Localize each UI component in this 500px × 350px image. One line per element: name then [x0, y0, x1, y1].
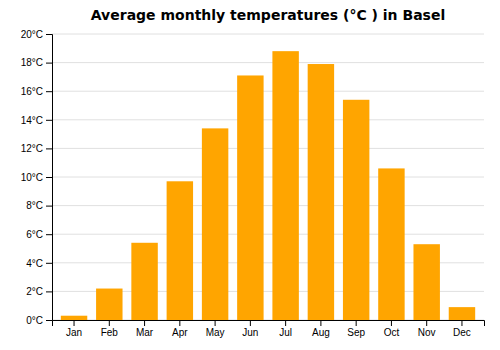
tick-mark	[46, 234, 52, 235]
tick-mark	[391, 320, 392, 326]
bar	[272, 51, 298, 320]
x-tick: Dec	[453, 320, 471, 338]
tick-label: Jan	[66, 327, 82, 338]
tick-mark	[356, 320, 357, 326]
tick-label: 8°C	[26, 200, 43, 211]
y-tick: 2°C	[26, 286, 52, 297]
y-tick: 12°C	[21, 143, 52, 154]
x-tick: Jan	[66, 320, 82, 338]
y-axis: 0°C 2°C 4°C 6°C 8°C 10°C 12°C 14°C 16°C 18°C 20°C	[21, 29, 53, 326]
tick-label: 0°C	[26, 315, 43, 326]
y-tick: 18°C	[21, 57, 52, 68]
tick-label: Feb	[101, 327, 119, 338]
x-tick: Sep	[347, 320, 365, 338]
grid-line	[52, 34, 484, 35]
tick-mark	[179, 320, 180, 326]
grid	[52, 34, 484, 320]
y-tick: 4°C	[26, 258, 52, 269]
y-tick: 8°C	[26, 200, 52, 211]
tick-label: Sep	[347, 327, 365, 338]
bar	[449, 307, 475, 320]
grid-line	[52, 234, 484, 235]
tick-label: 14°C	[21, 115, 43, 126]
tick-label: Mar	[136, 327, 154, 338]
tick-mark	[426, 320, 427, 326]
y-tick: 0°C	[26, 315, 52, 326]
y-tick: 20°C	[21, 29, 52, 40]
tick-mark	[46, 320, 52, 321]
axis-line	[46, 35, 53, 321]
x-tick: Jul	[279, 320, 292, 338]
tick-label: 12°C	[21, 143, 43, 154]
tick-label: Nov	[418, 327, 436, 338]
tick-label: 16°C	[21, 86, 43, 97]
tick-label: 4°C	[26, 258, 43, 269]
x-axis: Jan Feb Mar Apr May Jun Jul Aug Sep Oct Nov Dec	[53, 320, 485, 338]
y-tick: 14°C	[21, 115, 52, 126]
bar	[378, 168, 404, 320]
bar	[167, 181, 193, 320]
tick-label: Jun	[242, 327, 258, 338]
x-tick: Aug	[312, 320, 330, 338]
tick-mark	[46, 120, 52, 121]
tick-mark	[109, 320, 110, 326]
x-tick: Oct	[384, 320, 400, 338]
tick-mark	[46, 291, 52, 292]
tick-label: May	[206, 327, 225, 338]
tick-label: 2°C	[26, 286, 43, 297]
tick-label: Apr	[172, 327, 188, 338]
x-tick: Nov	[418, 320, 436, 338]
title: Average monthly temperatures (°C ) in Ba…	[91, 7, 445, 23]
tick-label: Dec	[453, 327, 471, 338]
tick-label: 18°C	[21, 57, 43, 68]
y-tick: 10°C	[21, 172, 52, 183]
tick-mark	[46, 263, 52, 264]
axis-line	[53, 321, 485, 327]
tick-mark	[46, 177, 52, 178]
bar	[237, 75, 263, 320]
grid-line	[52, 62, 484, 63]
bar	[413, 244, 439, 320]
x-tick: Feb	[101, 320, 119, 338]
grid-line	[52, 148, 484, 149]
bar	[308, 64, 334, 320]
x-tick: Mar	[136, 320, 154, 338]
tick-mark	[46, 148, 52, 149]
tick-mark	[46, 34, 52, 35]
tick-mark	[250, 320, 251, 326]
bars	[61, 51, 475, 320]
y-tick: 16°C	[21, 86, 52, 97]
bar	[61, 316, 87, 320]
tick-label: Aug	[312, 327, 330, 338]
tick-mark	[320, 320, 321, 326]
grid-line	[52, 91, 484, 92]
bar	[343, 100, 369, 320]
grid-line	[52, 177, 484, 178]
tick-label: Jul	[279, 327, 292, 338]
tick-label: 20°C	[21, 29, 43, 40]
tick-label: 10°C	[21, 172, 43, 183]
tick-mark	[46, 63, 52, 64]
grid-line	[52, 119, 484, 120]
tick-mark	[46, 91, 52, 92]
grid-line	[52, 205, 484, 206]
tick-mark	[461, 320, 462, 326]
x-tick: Jun	[242, 320, 258, 338]
bar	[96, 289, 122, 320]
tick-mark	[74, 320, 75, 326]
tick-label: Oct	[384, 327, 400, 338]
y-tick: 6°C	[26, 229, 52, 240]
plot: Jan Feb Mar Apr May Jun Jul Aug Sep Oct Nov Dec 0°C 2…	[21, 29, 485, 338]
x-tick: May	[206, 320, 225, 338]
bar	[131, 243, 157, 320]
bar	[202, 128, 228, 320]
tick-mark	[144, 320, 145, 326]
tick-mark	[215, 320, 216, 326]
tick-mark	[285, 320, 286, 326]
tick-label: 6°C	[26, 229, 43, 240]
x-tick: Apr	[172, 320, 188, 338]
chart: Jan Feb Mar Apr May Jun Jul Aug Sep Oct Nov Dec 0°C 2…	[0, 0, 500, 350]
tick-mark	[46, 206, 52, 207]
